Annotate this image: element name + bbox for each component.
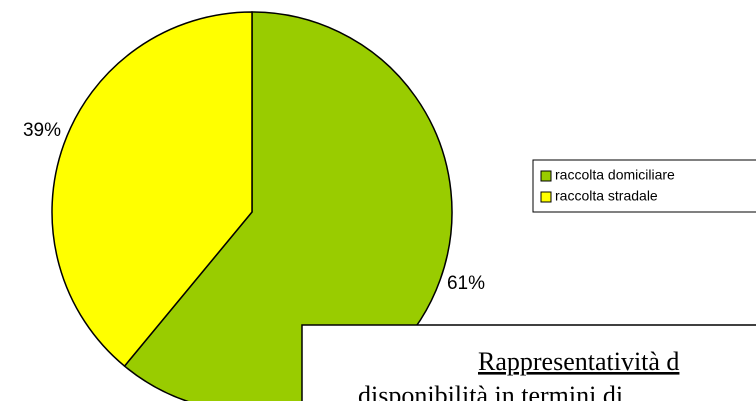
data-label: 39%: [23, 120, 61, 141]
legend-box: [532, 159, 756, 213]
text-box-line: Rappresentatività d: [478, 347, 679, 376]
pie-slice: [123, 11, 453, 401]
text-box: [301, 324, 756, 401]
legend-label: raccolta domiciliare: [555, 167, 675, 183]
legend-label: raccolta stradale: [555, 188, 658, 204]
data-label: 61%: [447, 273, 485, 294]
pie: [51, 11, 453, 401]
legend: raccolta domiciliare raccolta stradale: [540, 167, 675, 204]
pie-slice: [51, 11, 253, 368]
legend-swatch: [540, 191, 552, 203]
text-box-line: disponibilità in termini di: [358, 381, 623, 401]
legend-swatch: [540, 170, 552, 182]
